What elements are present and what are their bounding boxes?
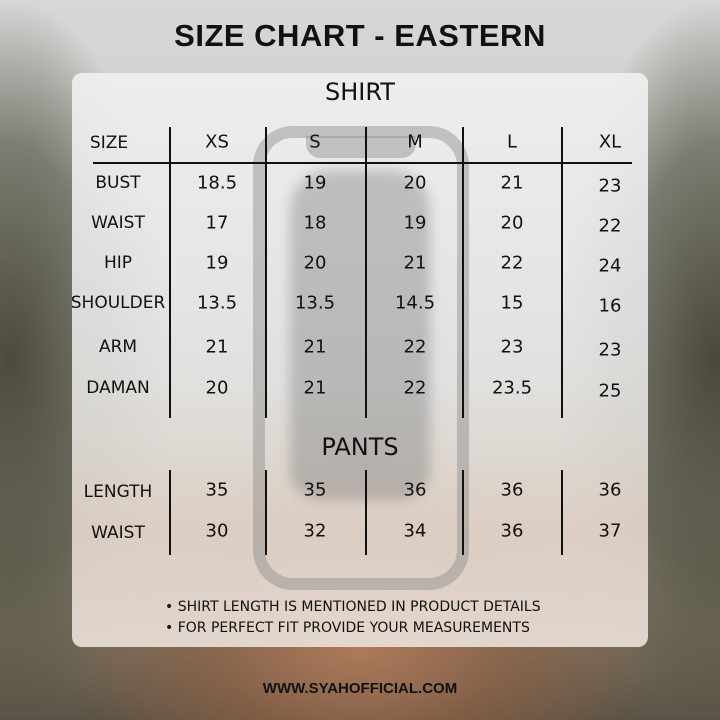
measurement-value: 24 — [598, 255, 622, 277]
notes-list: SHIRT LENGTH IS MENTIONED IN PRODUCT DET… — [165, 597, 541, 639]
measurement-value: 36 — [403, 479, 427, 501]
measurement-value: 13.5 — [196, 292, 238, 314]
note-item: SHIRT LENGTH IS MENTIONED IN PRODUCT DET… — [165, 597, 541, 618]
measurement-value: 23 — [598, 339, 622, 361]
measurement-value: 22 — [403, 377, 427, 399]
measurement-value: 22 — [500, 252, 524, 274]
measurement-value: 21 — [205, 336, 229, 358]
row-label: WAIST — [91, 523, 145, 543]
measurement-value: 17 — [205, 212, 229, 234]
phone-notch — [306, 136, 416, 158]
measurement-value: 13.5 — [294, 292, 336, 314]
measurement-value: 23.5 — [491, 377, 533, 399]
column-divider — [561, 127, 563, 418]
measurement-value: 20 — [303, 252, 327, 274]
website-link[interactable]: WWW.SYAHOFFICIAL.COM — [262, 680, 458, 697]
column-divider — [561, 470, 563, 555]
column-divider — [365, 470, 367, 555]
measurement-value: 30 — [205, 520, 229, 542]
phone-illustration — [253, 126, 469, 590]
measurement-value: 20 — [403, 172, 427, 194]
measurement-value: 16 — [598, 295, 622, 317]
size-column-header: L — [506, 131, 518, 153]
column-divider — [265, 127, 267, 418]
column-divider — [169, 470, 171, 555]
measurement-value: 21 — [500, 172, 524, 194]
row-label: BUST — [95, 173, 141, 193]
column-divider — [169, 127, 171, 418]
column-divider — [462, 470, 464, 555]
column-divider — [365, 127, 367, 418]
measurement-value: 19 — [205, 252, 229, 274]
measurement-value: 19 — [403, 212, 427, 234]
mannequin-illustration — [290, 170, 430, 500]
measurement-value: 23 — [598, 175, 622, 197]
measurement-value: 22 — [598, 215, 622, 237]
measurement-value: 19 — [303, 172, 327, 194]
row-label: LENGTH — [83, 482, 153, 502]
measurement-value: 34 — [403, 520, 427, 542]
measurement-value: 35 — [205, 479, 229, 501]
measurement-value: 20 — [205, 377, 229, 399]
column-divider — [462, 127, 464, 418]
measurement-value: 21 — [403, 252, 427, 274]
measurement-value: 15 — [500, 292, 524, 314]
size-column-header: M — [407, 131, 423, 153]
measurement-value: 21 — [303, 377, 327, 399]
measurement-value: 20 — [500, 212, 524, 234]
pants-heading: PANTS — [321, 433, 399, 461]
measurement-value: 35 — [303, 479, 327, 501]
column-divider — [265, 470, 267, 555]
size-chart-panel — [72, 73, 648, 647]
row-label: HIP — [103, 253, 133, 273]
measurement-value: 18 — [303, 212, 327, 234]
row-label: WAIST — [91, 213, 145, 233]
row-label: DAMAN — [86, 378, 150, 398]
shirt-heading: SHIRT — [325, 78, 395, 106]
measurement-value: 14.5 — [394, 292, 436, 314]
note-item: FOR PERFECT FIT PROVIDE YOUR MEASUREMENT… — [165, 618, 541, 639]
measurement-value: 32 — [303, 520, 327, 542]
measurement-value: 23 — [500, 336, 524, 358]
measurement-value: 25 — [598, 380, 622, 402]
measurement-value: 36 — [500, 520, 524, 542]
measurement-value: 37 — [598, 520, 622, 542]
measurement-value: 36 — [500, 479, 524, 501]
size-header: SIZE — [89, 133, 129, 153]
row-label: ARM — [98, 337, 138, 357]
size-column-header: XL — [598, 131, 622, 153]
measurement-value: 36 — [598, 479, 622, 501]
measurement-value: 21 — [303, 336, 327, 358]
size-column-header: S — [309, 131, 321, 153]
header-divider — [93, 162, 632, 164]
measurement-value: 22 — [403, 336, 427, 358]
size-column-header: XS — [205, 131, 229, 153]
measurement-value: 18.5 — [196, 172, 238, 194]
row-label: SHOULDER — [70, 293, 166, 313]
page-title: SIZE CHART - EASTERN — [174, 18, 546, 53]
